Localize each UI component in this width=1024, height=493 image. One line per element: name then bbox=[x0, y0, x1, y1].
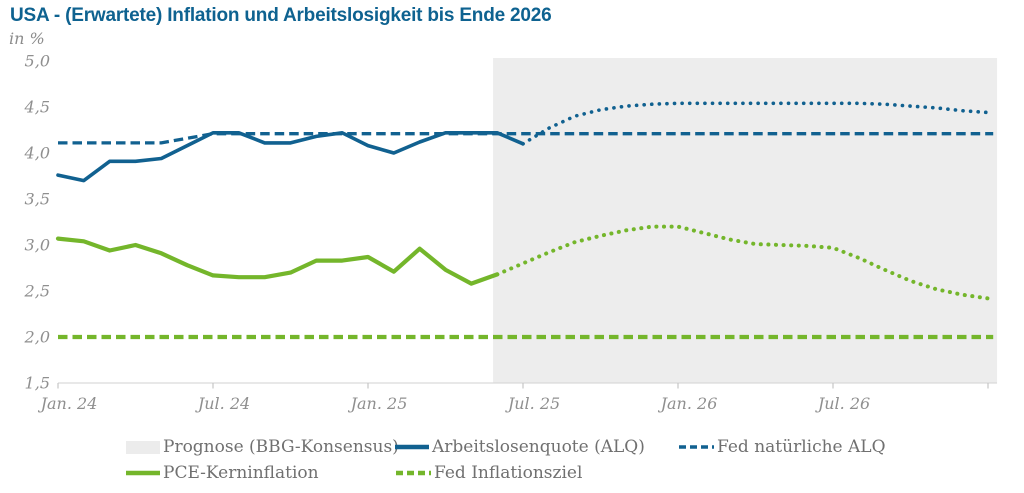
y-tick-label: 4,0 bbox=[24, 144, 50, 163]
legend-item-arbeitslosenquote: Arbeitslosenquote (ALQ) bbox=[395, 436, 645, 458]
series-pce-kerninflation bbox=[55, 236, 500, 286]
y-tick-label: 2,5 bbox=[24, 282, 50, 301]
y-tick-label: 2,0 bbox=[24, 328, 50, 347]
x-axis: Jan. 24 Jul. 24 Jan. 25 Jul. 25 Jan. 26 Jul. … bbox=[38, 383, 989, 413]
forecast-area-swatch bbox=[126, 441, 160, 454]
x-tick-label: Jan. 25 bbox=[348, 394, 408, 413]
chart-legend: Prognose (BBG-Konsensus) Arbeitslosenquo… bbox=[0, 432, 1024, 488]
legend-label-pce-kerninflation: PCE-Kerninflation bbox=[163, 463, 319, 483]
legend-label-arbeitslosenquote: Arbeitslosenquote (ALQ) bbox=[432, 437, 645, 457]
y-tick-label: 1,5 bbox=[25, 374, 50, 393]
y-axis: 5,0 4,5 4,0 3,5 3,0 2,5 2,0 1,5 bbox=[24, 52, 50, 393]
x-tick-label: Jul. 26 bbox=[815, 394, 870, 413]
series-fed-natürliche-alq bbox=[58, 132, 994, 145]
forecast-region bbox=[493, 58, 998, 383]
solid-blue-line-swatch bbox=[395, 444, 429, 450]
page-title: USA - (Erwartete) Inflation und Arbeitsl… bbox=[10, 5, 552, 26]
solid-green-line-swatch bbox=[126, 470, 160, 476]
y-tick-label: 3,0 bbox=[25, 236, 50, 255]
dashed-blue-line-swatch bbox=[679, 445, 714, 449]
x-tick-label: Jan. 26 bbox=[658, 394, 718, 413]
dashed-green-line-swatch bbox=[396, 470, 431, 476]
x-tick-label: Jan. 24 bbox=[38, 394, 98, 413]
legend-label-natuerliche-alq: Fed natürliche ALQ bbox=[717, 437, 886, 457]
x-tick-label: Jul. 25 bbox=[505, 394, 560, 413]
y-tick-label: 3,5 bbox=[25, 190, 50, 209]
legend-item-natuerliche-alq: Fed natürliche ALQ bbox=[678, 436, 886, 458]
y-axis-unit-label: in % bbox=[9, 29, 45, 48]
series-pce-kerninflation-prognose bbox=[495, 224, 990, 301]
series-arbeitslosenquote-alq bbox=[56, 131, 525, 183]
x-tick-label: Jul. 24 bbox=[195, 394, 250, 413]
legend-item-pce-kerninflation: PCE-Kerninflation bbox=[126, 462, 319, 484]
y-tick-label: 4,5 bbox=[24, 98, 50, 117]
y-tick-label: 5,0 bbox=[25, 52, 50, 71]
legend-label-prognose: Prognose (BBG-Konsensus) bbox=[163, 437, 399, 457]
series-arbeitslosenquote-alq-prognose bbox=[521, 101, 990, 146]
legend-item-prognose: Prognose (BBG-Konsensus) bbox=[126, 436, 399, 458]
legend-item-inflationsziel: Fed Inflationsziel bbox=[395, 462, 582, 484]
legend-label-inflationsziel: Fed Inflationsziel bbox=[434, 463, 583, 483]
chart-svg: Jan. 24 Jul. 24 Jan. 25 Jul. 25 Jan. 26 Jul. … bbox=[24, 52, 998, 413]
